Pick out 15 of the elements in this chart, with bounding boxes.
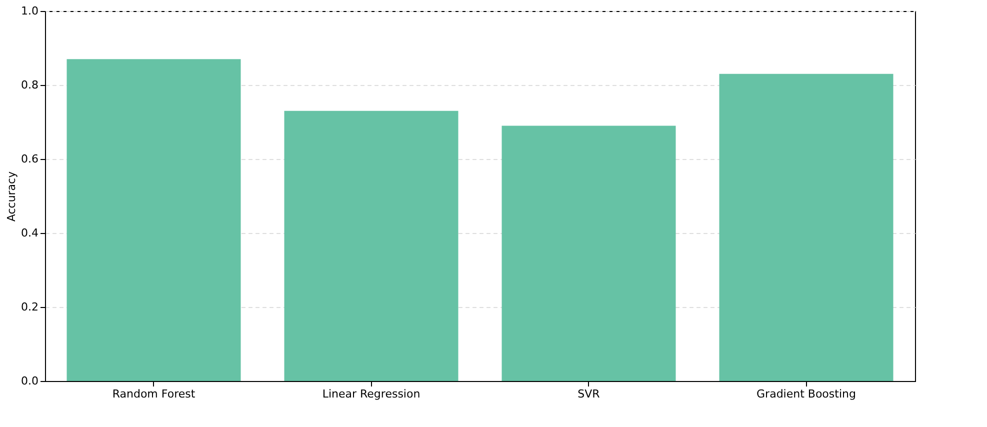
y-tick-label: 0.4 [21, 226, 38, 240]
bar [502, 126, 676, 381]
y-axis-title: Accuracy [5, 170, 18, 222]
bar [284, 110, 458, 381]
y-tick-label: 0.8 [21, 78, 38, 92]
y-tick-label: 0.0 [21, 374, 38, 388]
x-tick-label: Linear Regression [322, 388, 420, 400]
y-tick-label: 0.2 [21, 300, 38, 314]
bar [66, 59, 241, 381]
y-tick-label: 1.0 [21, 4, 38, 18]
x-tick-label: Random Forest [112, 388, 196, 400]
x-tick-label: Gradient Boosting [756, 388, 856, 400]
bar [719, 74, 894, 381]
x-tick-label: SVR [578, 388, 600, 400]
y-tick-label: 0.6 [21, 152, 38, 166]
